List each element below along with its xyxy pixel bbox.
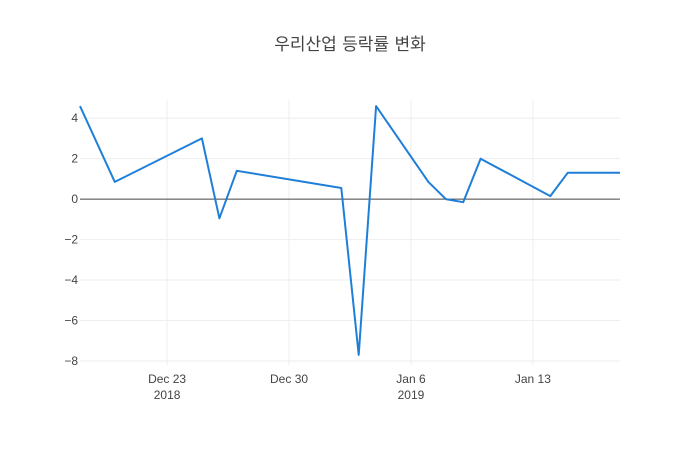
y-tick-label: −6 [64, 313, 78, 327]
x-tick-label: Dec 23 [148, 372, 186, 386]
y-tick-label: 0 [71, 192, 78, 206]
series-line-group [79, 105, 620, 356]
chart-title: 우리산업 등락률 변화 [274, 35, 426, 55]
y-tick-label: −8 [64, 354, 78, 368]
x-tick-label: Dec 30 [270, 372, 308, 386]
series-line [79, 105, 620, 356]
x-tick-label: Jan 13 [515, 372, 551, 386]
y-axis-ticks: −8 −6 −4 −2 0 2 4 [64, 111, 78, 368]
x-tick-label: Jan 6 [396, 372, 426, 386]
y-tick-label: 4 [71, 111, 78, 125]
x-tick-year-label: 2019 [398, 388, 425, 402]
y-tick-label: 2 [71, 152, 78, 166]
x-axis-ticks: Dec 23 2018 Dec 30 Jan 6 2019 Jan 13 [148, 372, 551, 402]
grid-lines [80, 100, 620, 365]
x-tick-year-label: 2018 [154, 388, 181, 402]
y-tick-label: −2 [64, 233, 78, 247]
y-tick-label: −4 [64, 273, 78, 287]
